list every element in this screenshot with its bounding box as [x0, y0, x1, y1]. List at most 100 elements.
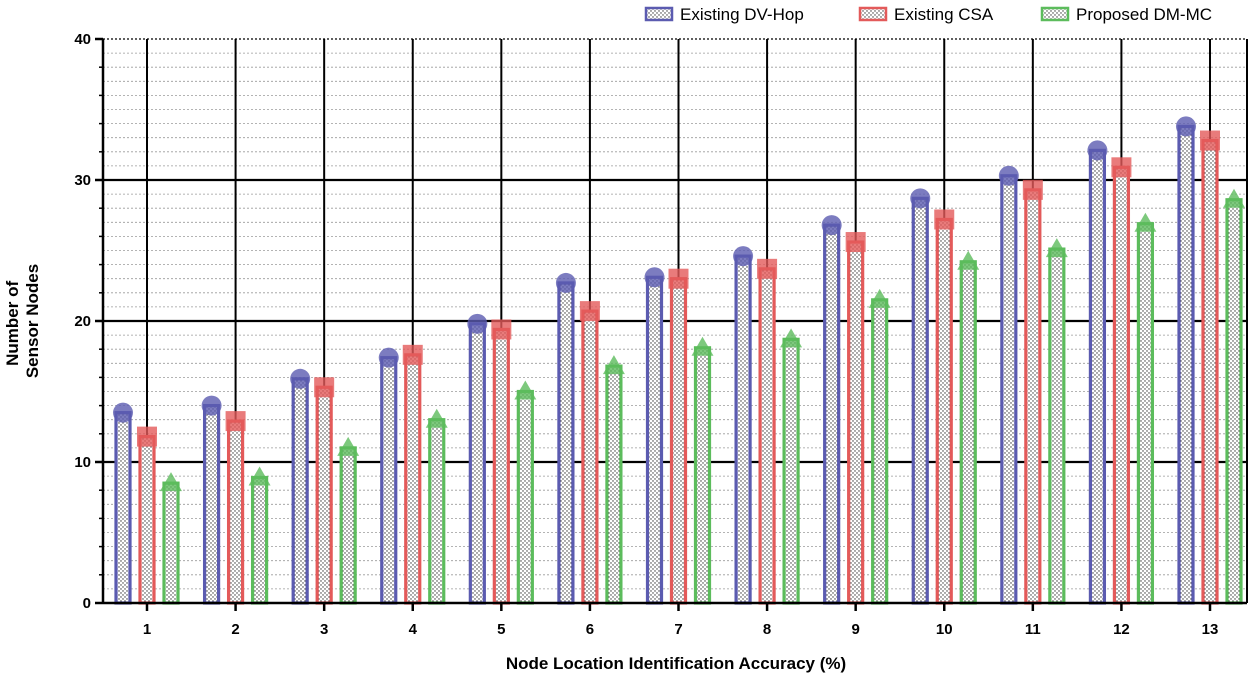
- legend-swatch: [858, 6, 888, 22]
- bars: [113, 116, 1245, 605]
- bar: [823, 223, 841, 605]
- data-point: [337, 436, 360, 456]
- data-point: [160, 472, 182, 492]
- data-point: [757, 258, 778, 279]
- x-tick-label: 11: [1025, 621, 1041, 638]
- bar: [847, 240, 865, 605]
- data-point: [290, 368, 311, 389]
- x-tick-label: 5: [497, 621, 505, 638]
- data-point: [998, 165, 1019, 186]
- data-point: [555, 272, 576, 293]
- bar: [1177, 124, 1195, 605]
- x-tick-label: 6: [586, 621, 594, 638]
- bar: [734, 254, 752, 605]
- data-point: [934, 209, 955, 230]
- bar: [138, 435, 156, 605]
- x-tick-label: 9: [851, 621, 859, 638]
- data-point: [491, 319, 512, 340]
- bar: [226, 419, 245, 605]
- bar: [1201, 138, 1219, 605]
- bar: [339, 446, 357, 605]
- legend-swatch: [1040, 6, 1070, 22]
- bar: [1112, 165, 1131, 605]
- bar: [428, 418, 446, 605]
- bar: [202, 404, 221, 605]
- bar: [871, 298, 889, 605]
- bar: [162, 481, 180, 605]
- data-point: [644, 267, 665, 288]
- legend-label: Proposed DM-MC: [1076, 5, 1212, 24]
- x-tick-label: 10: [936, 621, 953, 638]
- bar: [404, 353, 422, 605]
- data-point: [1134, 212, 1157, 232]
- data-point: [602, 355, 625, 375]
- y-tick-label: 40: [74, 31, 91, 48]
- y-tick-label: 20: [74, 313, 91, 330]
- data-point: [201, 395, 222, 416]
- legend-label: Existing DV-Hop: [680, 5, 804, 24]
- data-point: [668, 268, 689, 289]
- y-tick-label: 30: [74, 172, 91, 189]
- data-point: [821, 215, 842, 236]
- legend-label: Existing CSA: [894, 5, 994, 24]
- data-point: [579, 301, 600, 322]
- bar: [935, 217, 953, 605]
- bar: [380, 356, 398, 605]
- x-tick-label: 3: [320, 621, 328, 638]
- bar: [605, 364, 623, 605]
- data-point: [1022, 179, 1043, 200]
- legend: Existing DV-Hop Existing CSA Proposed DM-M…: [644, 5, 1212, 24]
- bar: [291, 377, 309, 605]
- bar: [782, 337, 800, 605]
- data-point: [1045, 238, 1068, 258]
- data-point: [691, 336, 714, 356]
- data-point: [514, 380, 537, 400]
- x-tick-label: 2: [231, 621, 239, 638]
- data-point: [402, 344, 423, 365]
- data-point: [957, 250, 980, 270]
- data-point: [1200, 130, 1220, 151]
- bar: [468, 322, 486, 605]
- x-tick-label: 7: [674, 621, 682, 638]
- bar: [492, 327, 510, 605]
- data-point: [868, 288, 891, 308]
- bar: [1088, 148, 1107, 605]
- data-point: [248, 466, 271, 486]
- data-point: [225, 411, 246, 432]
- bar: [250, 475, 269, 605]
- bar: [557, 281, 575, 605]
- y-tick-label: 10: [74, 454, 91, 471]
- data-point: [1111, 157, 1132, 178]
- data-point: [137, 426, 157, 447]
- x-tick-label: 4: [409, 621, 418, 638]
- data-point: [425, 408, 448, 428]
- legend-swatch: [644, 6, 674, 22]
- data-point: [378, 347, 399, 368]
- data-point: [1176, 116, 1196, 137]
- y-axis-title-line-1: Number of: [3, 281, 22, 366]
- data-point: [845, 232, 866, 253]
- bar: [581, 309, 599, 605]
- x-tick-label: 12: [1113, 621, 1130, 638]
- data-point: [467, 313, 488, 334]
- bar: [1000, 174, 1018, 605]
- bar: [1136, 222, 1155, 605]
- data-point: [1223, 188, 1245, 208]
- x-tick-label: 13: [1202, 621, 1219, 638]
- data-point: [733, 246, 754, 267]
- bar: [1048, 247, 1066, 605]
- bar: [315, 385, 333, 605]
- x-axis-title: Node Location Identification Accuracy (%…: [506, 654, 846, 673]
- data-point: [780, 328, 803, 348]
- y-tick-label: 0: [83, 595, 91, 612]
- bar: [911, 196, 929, 605]
- x-tick-label: 1: [143, 621, 151, 638]
- bar: [516, 389, 534, 605]
- bar: [669, 277, 688, 605]
- bar: [645, 275, 664, 605]
- bar: [1024, 188, 1042, 605]
- y-axis-title: Number of Sensor Nodes: [3, 264, 42, 378]
- y-axis-title-line-2: Sensor Nodes: [23, 264, 42, 378]
